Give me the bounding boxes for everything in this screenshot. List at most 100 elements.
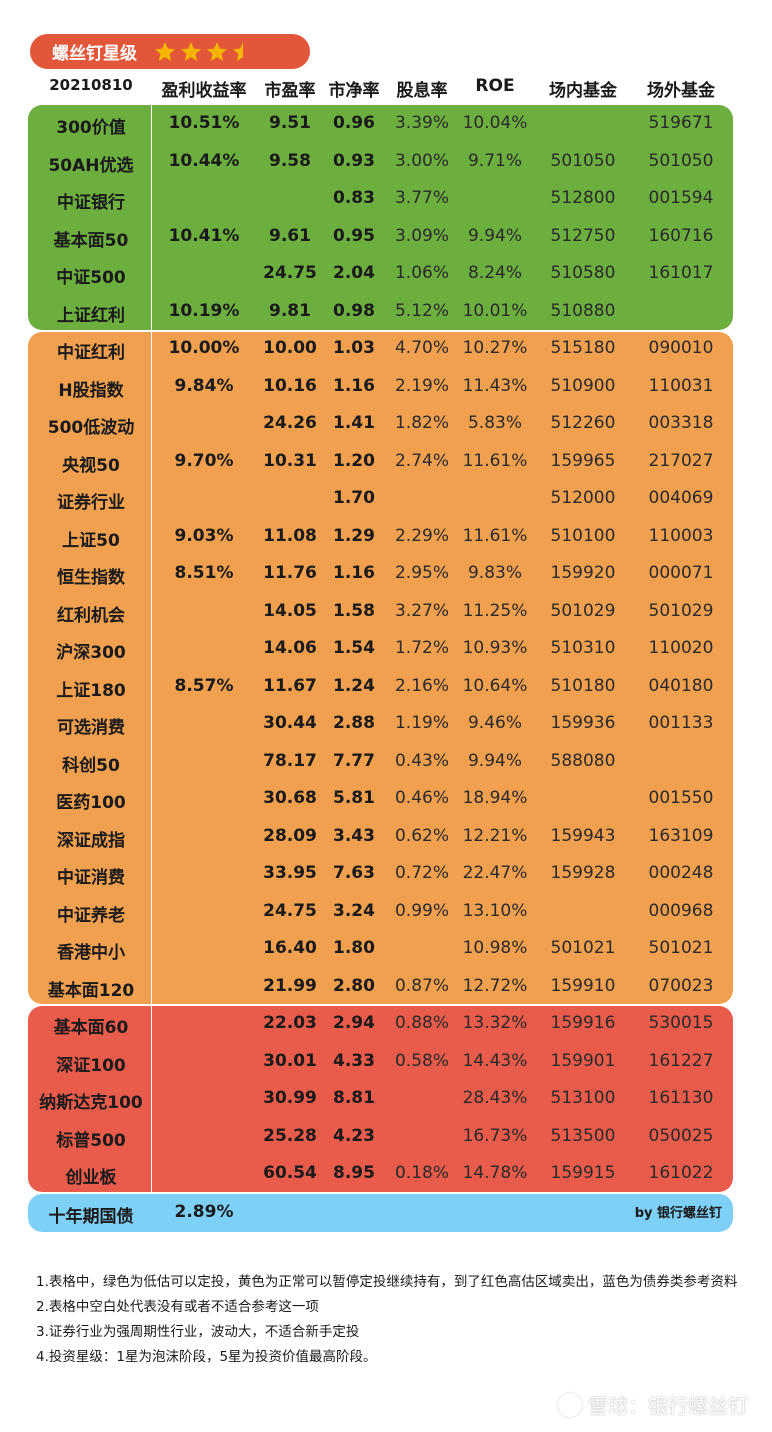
table-row: 纳斯达克100 30.99 8.81 28.43% 513100 161130 [0,1080,772,1117]
index-name: 基本面60 [53,1018,129,1038]
index-name: 中证500 [56,268,126,288]
table-row: 基本面120 21.99 2.80 0.87% 12.72% 159910 070023 [0,968,772,1005]
pe-ratio: 21.99 [263,975,317,996]
table-row: 深证成指 28.09 3.43 0.62% 12.21% 159943 163109 [0,818,772,855]
otc-fund-code: 161227 [648,1050,714,1071]
otc-fund-code: 501021 [648,938,714,958]
header-date: 20210810 [49,76,133,94]
otc-fund-code: 161130 [648,1088,714,1108]
footnotes: 1.表格中，绿色为低估可以定投，黄色为正常可以暂停定投继续持有，到了红色高估区域… [36,1270,746,1370]
pe-ratio: 33.95 [263,863,317,883]
pe-ratio: 11.76 [263,563,317,583]
otc-fund-code: 000968 [648,900,714,921]
otc-fund-code: 501050 [648,150,714,171]
roe: 11.61% [462,525,528,546]
header-otc-fund: 场外基金 [647,81,715,101]
otc-fund-code: 040180 [648,675,714,696]
otc-fund-code: 501029 [648,600,714,621]
dividend-yield: 1.19% [394,713,449,733]
dividend-yield: 0.43% [394,750,449,771]
dividend-yield: 0.72% [394,863,449,883]
dividend-yield: 2.74% [394,450,449,471]
exchange-fund-code: 510900 [550,375,616,396]
exchange-fund-code: 588080 [550,750,616,771]
roe: 10.64% [462,675,528,696]
roe: 13.32% [462,1013,528,1033]
pe-ratio: 9.61 [269,225,311,246]
otc-fund-code: 001550 [648,788,714,808]
dividend-yield: 2.19% [394,375,449,396]
dividend-yield: 1.72% [394,638,449,658]
index-name: 中证银行 [57,193,125,213]
pe-ratio: 14.05 [263,600,317,621]
footnote: 4.投资星级：1星为泡沫阶段，5星为投资价值最高阶段。 [36,1349,377,1365]
roe: 9.94% [467,225,522,246]
otc-fund-code: 161022 [648,1163,714,1183]
table-row: 中证银行 0.83 3.77% 512800 001594 [0,180,772,217]
otc-fund-code: 161017 [648,263,714,283]
table-row: 基本面60 22.03 2.94 0.88% 13.32% 159916 530015 [0,1005,772,1042]
roe: 9.94% [467,750,522,771]
exchange-fund-code: 515180 [550,338,616,358]
otc-fund-code: 004069 [648,488,714,508]
otc-fund-code: 519671 [648,113,714,133]
column-divider [151,105,152,330]
earnings-yield: 10.44% [168,150,240,171]
footnote: 2.表格中空白处代表没有或者不适合参考这一项 [36,1299,319,1315]
pe-ratio: 78.17 [263,750,317,771]
pe-ratio: 30.44 [263,713,317,733]
roe: 10.04% [462,113,528,133]
dividend-yield: 0.88% [394,1013,449,1033]
earnings-yield: 8.51% [174,563,234,583]
dividend-yield: 2.29% [394,525,449,546]
roe: 10.27% [462,338,528,358]
watermark-text: 雪球：银行螺丝钉 [588,1394,748,1418]
roe: 14.78% [462,1163,528,1183]
otc-fund-code: 110031 [648,375,714,396]
index-name: 中证消费 [57,868,125,888]
pb-ratio: 1.54 [333,638,375,658]
earnings-yield: 10.51% [168,113,240,133]
exchange-fund-code: 159916 [550,1013,616,1033]
header-exchange-fund: 场内基金 [549,81,617,101]
pe-ratio: 14.06 [263,638,317,658]
pe-ratio: 30.68 [263,788,317,808]
index-name: 上证50 [62,530,120,551]
roe: 12.72% [462,975,528,996]
otc-fund-code: 050025 [648,1125,714,1146]
table-row: 红利机会 14.05 1.58 3.27% 11.25% 501029 501029 [0,593,772,630]
roe: 16.73% [462,1125,528,1146]
exchange-fund-code: 512000 [550,488,616,508]
pb-ratio: 1.80 [333,938,375,958]
pb-ratio: 1.20 [333,450,375,471]
dividend-yield: 0.62% [394,825,449,846]
exchange-fund-code: 510580 [550,263,616,283]
header-roe: ROE [475,76,515,96]
bond-name: 十年期国债 [48,1207,134,1227]
column-divider [151,1006,152,1192]
pb-ratio: 2.94 [333,1013,375,1033]
exchange-fund-code: 510310 [550,638,616,658]
otc-fund-code: 001594 [648,188,714,208]
table-row: H股指数 9.84% 10.16 1.16 2.19% 11.43% 510900 11003… [0,368,772,405]
exchange-fund-code: 512750 [550,225,616,246]
pb-ratio: 2.88 [333,713,375,733]
otc-fund-code: 530015 [648,1013,714,1033]
dividend-yield: 3.27% [394,600,449,621]
table-row: 恒生指数 8.51% 11.76 1.16 2.95% 9.83% 159920 000071 [0,555,772,592]
pe-ratio: 30.99 [263,1088,317,1108]
roe: 12.21% [462,825,528,846]
index-name: 基本面120 [47,980,135,1001]
pe-ratio: 10.00 [263,338,317,358]
table-row: 香港中小 16.40 1.80 10.98% 501021 501021 [0,930,772,967]
dividend-yield: 3.00% [394,150,449,171]
otc-fund-code: 163109 [648,825,714,846]
index-name: 创业板 [65,1168,117,1188]
table-row: 医药100 30.68 5.81 0.46% 18.94% 001550 [0,780,772,817]
roe: 13.10% [462,900,528,921]
index-name: 中证红利 [57,343,125,363]
table-row: 标普500 25.28 4.23 16.73% 513500 050025 [0,1118,772,1155]
pb-ratio: 2.04 [333,263,375,283]
column-divider [151,332,152,1004]
pe-ratio: 11.08 [263,525,317,546]
